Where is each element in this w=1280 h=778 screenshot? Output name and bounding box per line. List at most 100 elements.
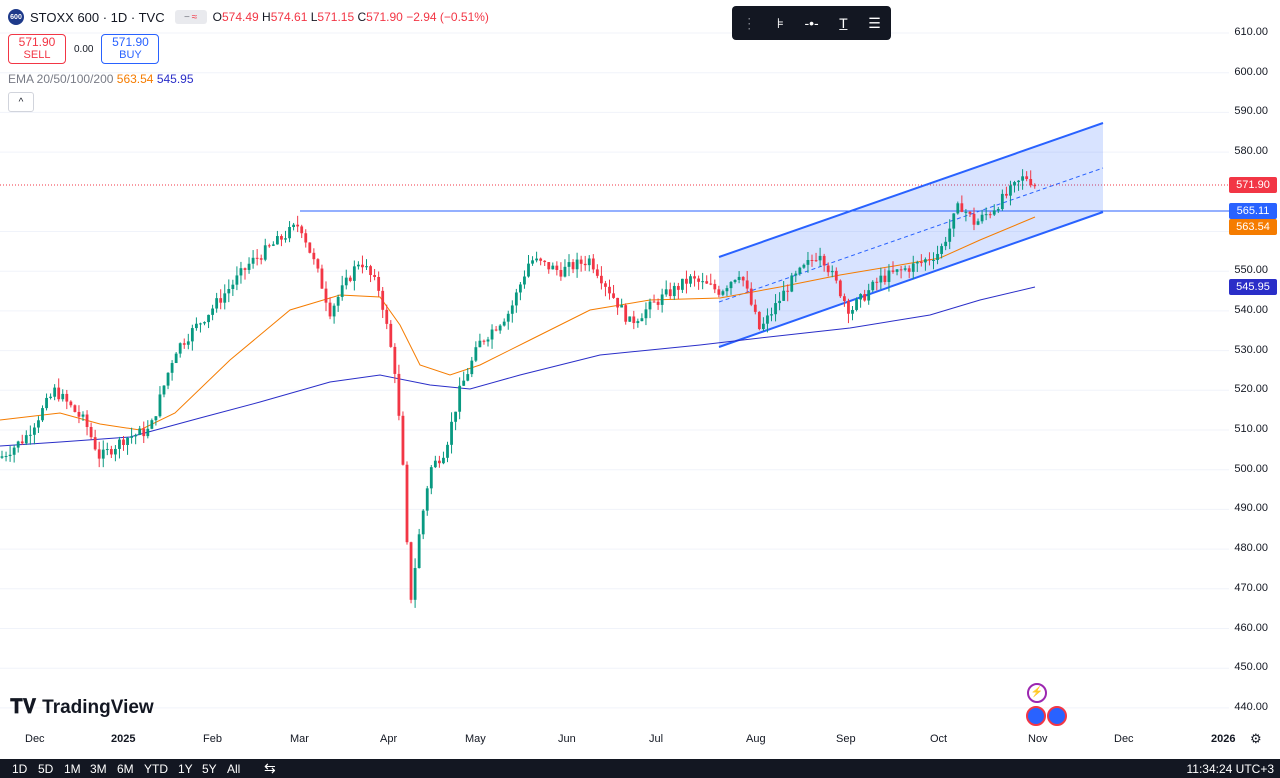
symbol-title[interactable]: STOXX 600 · 1D · TVC (30, 9, 165, 25)
candle-body (907, 268, 911, 272)
candle-body (389, 323, 393, 347)
candle-body (559, 269, 563, 277)
candle-body (462, 380, 466, 386)
timeframe-1y-button[interactable]: 1Y (178, 762, 193, 776)
candle-body (676, 285, 680, 290)
candle-body (223, 293, 227, 303)
candle-body (413, 568, 417, 600)
candle-body (482, 340, 486, 342)
candle-body (762, 323, 765, 330)
price-tick: 530.00 (1234, 343, 1268, 356)
time-tick: Oct (930, 733, 948, 745)
timeframe-6m-button[interactable]: 6M (117, 762, 134, 776)
lightning-event-icon[interactable]: ⚡ (1027, 683, 1047, 703)
candle-body (267, 245, 271, 247)
candle-body (348, 277, 352, 281)
candle-body (37, 420, 40, 428)
candle-body (766, 315, 769, 324)
price-tick: 510.00 (1234, 423, 1268, 435)
ema-legend[interactable]: EMA 20/50/100/200 563.54 545.95 (8, 72, 194, 86)
timeframe-ytd-button[interactable]: YTD (144, 762, 168, 776)
candle-body (871, 281, 875, 291)
candle-body (166, 372, 170, 386)
candle-body (458, 385, 462, 412)
channel-lower-line[interactable] (718, 211, 1104, 348)
ema200-price-tag: 545.95 (1229, 279, 1277, 295)
channel-upper-line[interactable] (718, 122, 1104, 258)
earnings-event-icon[interactable] (1026, 706, 1046, 726)
candle-body (320, 268, 324, 289)
candle-body (729, 282, 733, 289)
candle-body (636, 321, 640, 324)
candle-body (956, 203, 960, 214)
settings-gear-icon[interactable]: ⚙ (1250, 731, 1262, 746)
timeframe-all-button[interactable]: All (227, 762, 241, 776)
candle-body (239, 268, 243, 276)
drag-handle-icon[interactable]: ⋮ (742, 14, 757, 31)
candle-body (960, 203, 964, 212)
time-tick: Feb (203, 733, 222, 745)
candle-body (721, 291, 725, 295)
settings-icon[interactable]: ☰ (868, 14, 881, 31)
candle-body (20, 441, 24, 444)
timeframe-1m-button[interactable]: 1M (64, 762, 81, 776)
candle-body (664, 289, 668, 295)
template-icon[interactable]: ⊧ (776, 14, 784, 31)
timeframe-5y-button[interactable]: 5Y (202, 762, 217, 776)
channel-middle-line (718, 167, 1104, 303)
candle-body (1000, 193, 1004, 210)
level-price-tag: 565.11 (1229, 203, 1277, 219)
price-tick: 470.00 (1234, 581, 1268, 594)
candle-body (312, 252, 316, 260)
candle-body (1013, 182, 1016, 186)
candle-body (255, 257, 259, 259)
line-style-icon[interactable]: -•- (804, 15, 819, 31)
time-tick: Aug (746, 733, 766, 745)
sell-button[interactable]: 571.90 SELL (8, 34, 66, 64)
candle-body (689, 276, 692, 284)
candle-body (45, 397, 48, 409)
candle-body (199, 323, 202, 325)
candle-body (8, 454, 12, 457)
candle-body (381, 290, 385, 310)
candle-body (895, 269, 899, 272)
time-tick: Dec (1114, 733, 1134, 745)
candle-body (616, 297, 619, 308)
candle-body (915, 262, 919, 264)
buy-button[interactable]: 571.90 BUY (101, 34, 160, 64)
candle-body (377, 276, 381, 291)
candle-body (186, 341, 190, 345)
candle-body (757, 311, 761, 330)
price-tick: 520.00 (1234, 383, 1268, 396)
timeframe-3m-button[interactable]: 3M (90, 762, 107, 776)
candle-body (28, 434, 32, 436)
compare-icon[interactable]: ⇆ (264, 760, 276, 776)
candle-body (288, 227, 291, 239)
candle-body (778, 300, 781, 304)
candle-body (519, 284, 522, 293)
candle-body (506, 313, 510, 322)
text-tool-icon[interactable]: T̲ (839, 15, 848, 31)
candle-body (1005, 193, 1008, 196)
timeframe-5d-button[interactable]: 5D (38, 762, 54, 776)
legend-toggle[interactable]: − ≈ (174, 10, 207, 24)
tradingview-logo[interactable]: 𝐓𝐕 TradingView (10, 696, 154, 718)
candle-body (608, 286, 611, 294)
earnings-event-icon-2[interactable] (1047, 706, 1067, 726)
candle-body (207, 314, 210, 323)
candle-body (215, 298, 219, 309)
candle-body (393, 346, 397, 374)
price-tick: 540.00 (1234, 303, 1268, 316)
candle-body (486, 339, 490, 342)
candle-body (838, 280, 842, 297)
price-tick: 590.00 (1234, 105, 1268, 118)
candle-body (640, 318, 644, 322)
collapse-legend-button[interactable]: ^ (8, 92, 34, 112)
candle-body (782, 290, 786, 301)
candle-body (591, 258, 595, 270)
candle-body (887, 270, 891, 282)
candle-body (271, 244, 275, 246)
time-tick: Jun (558, 733, 576, 745)
timeframe-1d-button[interactable]: 1D (12, 762, 28, 776)
